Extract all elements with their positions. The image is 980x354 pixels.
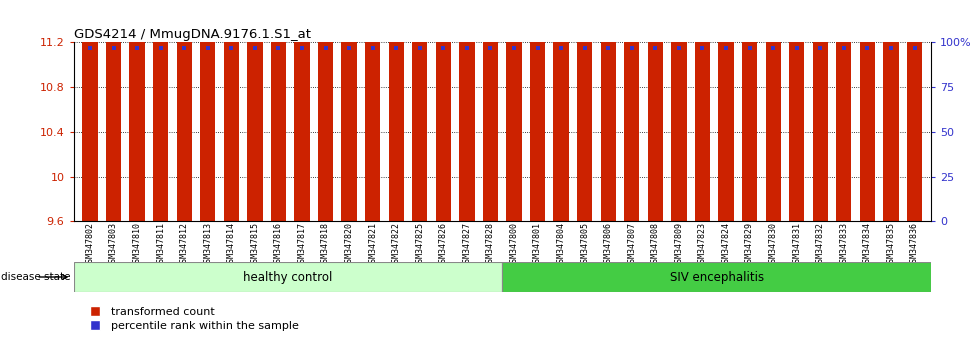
Bar xyxy=(460,0,474,221)
Bar xyxy=(270,0,286,221)
Bar xyxy=(577,0,592,221)
Text: GSM347835: GSM347835 xyxy=(887,222,896,267)
Bar xyxy=(789,0,805,221)
Text: GSM347818: GSM347818 xyxy=(321,222,330,267)
Bar xyxy=(554,0,568,221)
Text: GSM347811: GSM347811 xyxy=(156,222,166,267)
Text: GSM347802: GSM347802 xyxy=(85,222,94,267)
Bar xyxy=(413,0,427,221)
Text: GSM347826: GSM347826 xyxy=(439,222,448,267)
Bar xyxy=(82,0,98,221)
Text: GSM347816: GSM347816 xyxy=(274,222,283,267)
Text: GDS4214 / MmugDNA.9176.1.S1_at: GDS4214 / MmugDNA.9176.1.S1_at xyxy=(74,28,311,41)
Text: GSM347815: GSM347815 xyxy=(251,222,260,267)
FancyBboxPatch shape xyxy=(502,262,931,292)
Bar xyxy=(341,0,357,221)
Text: GSM347828: GSM347828 xyxy=(486,222,495,267)
Bar xyxy=(365,0,380,221)
Text: GSM347833: GSM347833 xyxy=(839,222,849,267)
Bar xyxy=(223,0,239,221)
Bar xyxy=(200,0,216,221)
Text: GSM347821: GSM347821 xyxy=(368,222,377,267)
Text: GSM347801: GSM347801 xyxy=(533,222,542,267)
Bar xyxy=(176,0,192,221)
Text: GSM347805: GSM347805 xyxy=(580,222,589,267)
Bar xyxy=(859,0,875,221)
Bar xyxy=(389,0,404,221)
Text: SIV encephalitis: SIV encephalitis xyxy=(669,270,763,284)
Bar xyxy=(765,0,781,221)
Bar xyxy=(695,0,710,221)
Text: GSM347814: GSM347814 xyxy=(226,222,236,267)
Text: GSM347829: GSM347829 xyxy=(745,222,754,267)
Bar xyxy=(153,0,169,221)
Bar xyxy=(247,0,263,221)
Text: GSM347810: GSM347810 xyxy=(132,222,141,267)
Text: GSM347823: GSM347823 xyxy=(698,222,707,267)
Bar xyxy=(483,0,498,221)
Bar xyxy=(718,0,734,221)
Text: GSM347827: GSM347827 xyxy=(463,222,471,267)
Text: GSM347824: GSM347824 xyxy=(721,222,730,267)
Bar xyxy=(601,0,615,221)
Text: disease state: disease state xyxy=(1,272,71,282)
Bar xyxy=(129,0,145,221)
Bar xyxy=(436,0,451,221)
Text: GSM347808: GSM347808 xyxy=(651,222,660,267)
Legend: transformed count, percentile rank within the sample: transformed count, percentile rank withi… xyxy=(79,303,304,335)
Bar xyxy=(906,0,922,221)
Text: GSM347831: GSM347831 xyxy=(792,222,802,267)
Bar xyxy=(648,0,663,221)
Bar xyxy=(836,0,852,221)
FancyBboxPatch shape xyxy=(74,262,502,292)
Text: GSM347813: GSM347813 xyxy=(203,222,213,267)
Text: GSM347806: GSM347806 xyxy=(604,222,612,267)
Bar xyxy=(883,0,899,221)
Bar xyxy=(742,0,758,221)
Text: GSM347812: GSM347812 xyxy=(179,222,189,267)
Text: healthy control: healthy control xyxy=(243,270,332,284)
Bar xyxy=(106,0,122,221)
Text: GSM347800: GSM347800 xyxy=(510,222,518,267)
Text: GSM347822: GSM347822 xyxy=(392,222,401,267)
Text: GSM347817: GSM347817 xyxy=(298,222,307,267)
Text: GSM347834: GSM347834 xyxy=(863,222,872,267)
Text: GSM347825: GSM347825 xyxy=(416,222,424,267)
Text: GSM347830: GSM347830 xyxy=(768,222,778,267)
Bar xyxy=(624,0,640,221)
Text: GSM347809: GSM347809 xyxy=(674,222,683,267)
Bar xyxy=(671,0,687,221)
Text: GSM347820: GSM347820 xyxy=(345,222,354,267)
Bar xyxy=(530,0,545,221)
Bar xyxy=(294,0,310,221)
Text: GSM347803: GSM347803 xyxy=(109,222,118,267)
Bar xyxy=(507,0,521,221)
Text: GSM347804: GSM347804 xyxy=(557,222,565,267)
Text: GSM347836: GSM347836 xyxy=(910,222,919,267)
Text: GSM347832: GSM347832 xyxy=(815,222,825,267)
Bar xyxy=(812,0,828,221)
Text: GSM347807: GSM347807 xyxy=(627,222,636,267)
Bar xyxy=(318,0,333,221)
